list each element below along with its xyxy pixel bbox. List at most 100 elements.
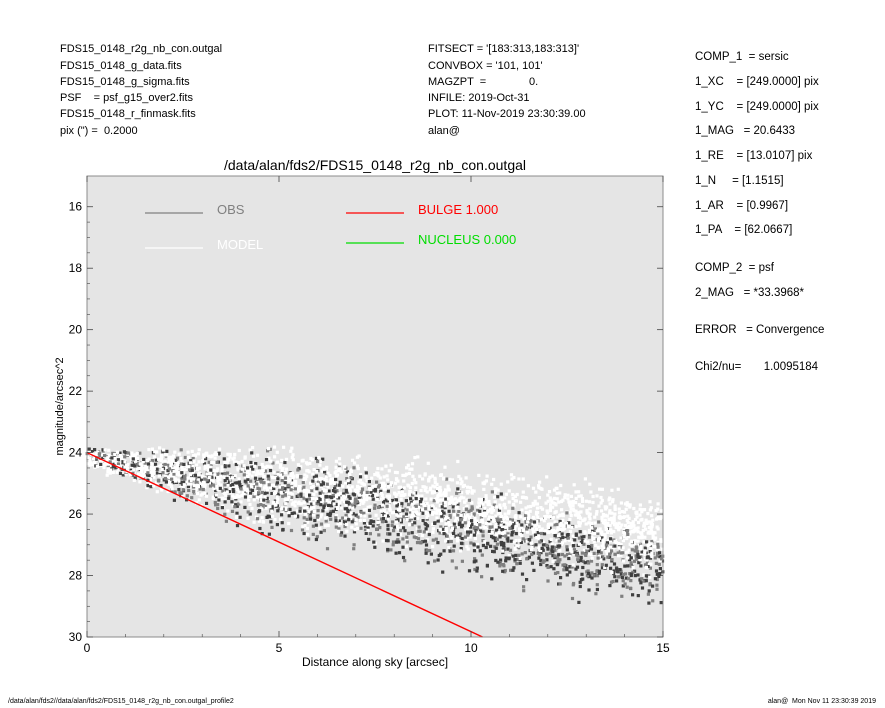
data-point (431, 545, 435, 549)
data-point (268, 485, 273, 489)
data-point (583, 531, 587, 535)
data-point (570, 541, 575, 545)
data-point (264, 506, 268, 510)
data-point (538, 529, 542, 533)
data-point (526, 511, 530, 515)
data-point (253, 492, 257, 496)
data-point (613, 575, 617, 579)
data-point (408, 510, 413, 514)
data-point (268, 515, 272, 519)
data-point (377, 474, 381, 478)
data-point (583, 552, 587, 556)
data-point (655, 517, 659, 521)
data-point (593, 529, 597, 533)
data-point (182, 462, 186, 466)
data-point (463, 515, 467, 519)
data-point (106, 470, 110, 474)
data-point (401, 509, 405, 513)
data-point (106, 467, 110, 471)
data-point (271, 483, 275, 487)
data-point (379, 517, 384, 521)
data-point (224, 519, 228, 523)
data-point (563, 554, 567, 558)
data-point (301, 525, 305, 529)
data-point (511, 496, 515, 500)
data-point (362, 508, 366, 512)
data-point (259, 503, 263, 507)
data-point (448, 477, 452, 482)
data-point (546, 565, 550, 569)
data-point (380, 481, 384, 486)
data-point (409, 547, 413, 551)
data-point (644, 574, 648, 578)
data-point (330, 495, 334, 500)
data-point (325, 482, 329, 486)
data-point (582, 542, 586, 546)
data-point (617, 528, 621, 532)
data-point (375, 527, 379, 531)
data-point (164, 480, 168, 484)
data-point (605, 551, 609, 555)
data-point (565, 573, 569, 577)
data-point (565, 548, 569, 552)
data-point (518, 538, 522, 542)
data-point (487, 515, 491, 519)
data-point (368, 505, 372, 509)
data-point (179, 462, 184, 466)
data-point (394, 494, 398, 499)
data-point (378, 476, 382, 480)
data-point (202, 462, 207, 466)
data-point (101, 452, 105, 456)
data-point (553, 548, 557, 552)
data-point (430, 512, 434, 516)
data-point (578, 530, 582, 534)
data-point (546, 524, 550, 528)
data-point (656, 545, 660, 549)
data-point (206, 464, 210, 468)
data-point (578, 580, 582, 584)
data-point (459, 482, 463, 486)
data-point (405, 518, 409, 522)
data-point (484, 500, 488, 504)
data-point (214, 493, 218, 497)
data-point (401, 526, 406, 530)
data-point (597, 520, 601, 524)
data-point (486, 501, 490, 505)
data-point (599, 558, 603, 562)
data-point (235, 524, 240, 528)
data-point (438, 527, 442, 531)
data-point (388, 532, 392, 536)
data-point (276, 509, 280, 513)
data-point (158, 464, 162, 468)
data-point (380, 520, 384, 524)
data-point (537, 484, 541, 488)
data-point (304, 494, 308, 498)
data-point (511, 506, 515, 510)
data-point (258, 483, 262, 487)
data-point (235, 484, 239, 488)
data-point (512, 566, 516, 570)
data-point (611, 498, 615, 502)
data-point (578, 584, 582, 589)
data-point (563, 496, 567, 500)
data-point (634, 557, 638, 561)
data-point (552, 545, 556, 549)
data-point (473, 567, 477, 572)
data-point (359, 491, 363, 495)
data-point (232, 460, 237, 464)
data-point (346, 510, 350, 514)
data-point (108, 471, 112, 475)
data-point (373, 545, 377, 549)
data-point (197, 466, 201, 470)
data-point (626, 532, 630, 536)
data-point (269, 465, 273, 469)
data-point (427, 511, 431, 515)
data-point (124, 472, 128, 476)
data-point (435, 500, 440, 504)
data-point (315, 515, 320, 519)
data-point (223, 497, 227, 501)
data-point (464, 528, 468, 532)
data-point (431, 538, 435, 542)
data-point (257, 481, 261, 485)
data-point (226, 483, 230, 487)
